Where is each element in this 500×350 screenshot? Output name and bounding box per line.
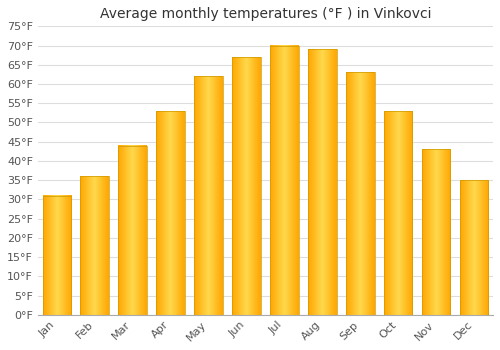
- Bar: [42, 196, 71, 315]
- Bar: [308, 49, 336, 315]
- Bar: [232, 57, 260, 315]
- Bar: [384, 111, 412, 315]
- Bar: [460, 180, 488, 315]
- Bar: [346, 72, 374, 315]
- Bar: [194, 76, 223, 315]
- Title: Average monthly temperatures (°F ) in Vinkovci: Average monthly temperatures (°F ) in Vi…: [100, 7, 431, 21]
- Bar: [270, 46, 298, 315]
- Bar: [80, 176, 109, 315]
- Bar: [156, 111, 185, 315]
- Bar: [422, 149, 450, 315]
- Bar: [118, 146, 147, 315]
